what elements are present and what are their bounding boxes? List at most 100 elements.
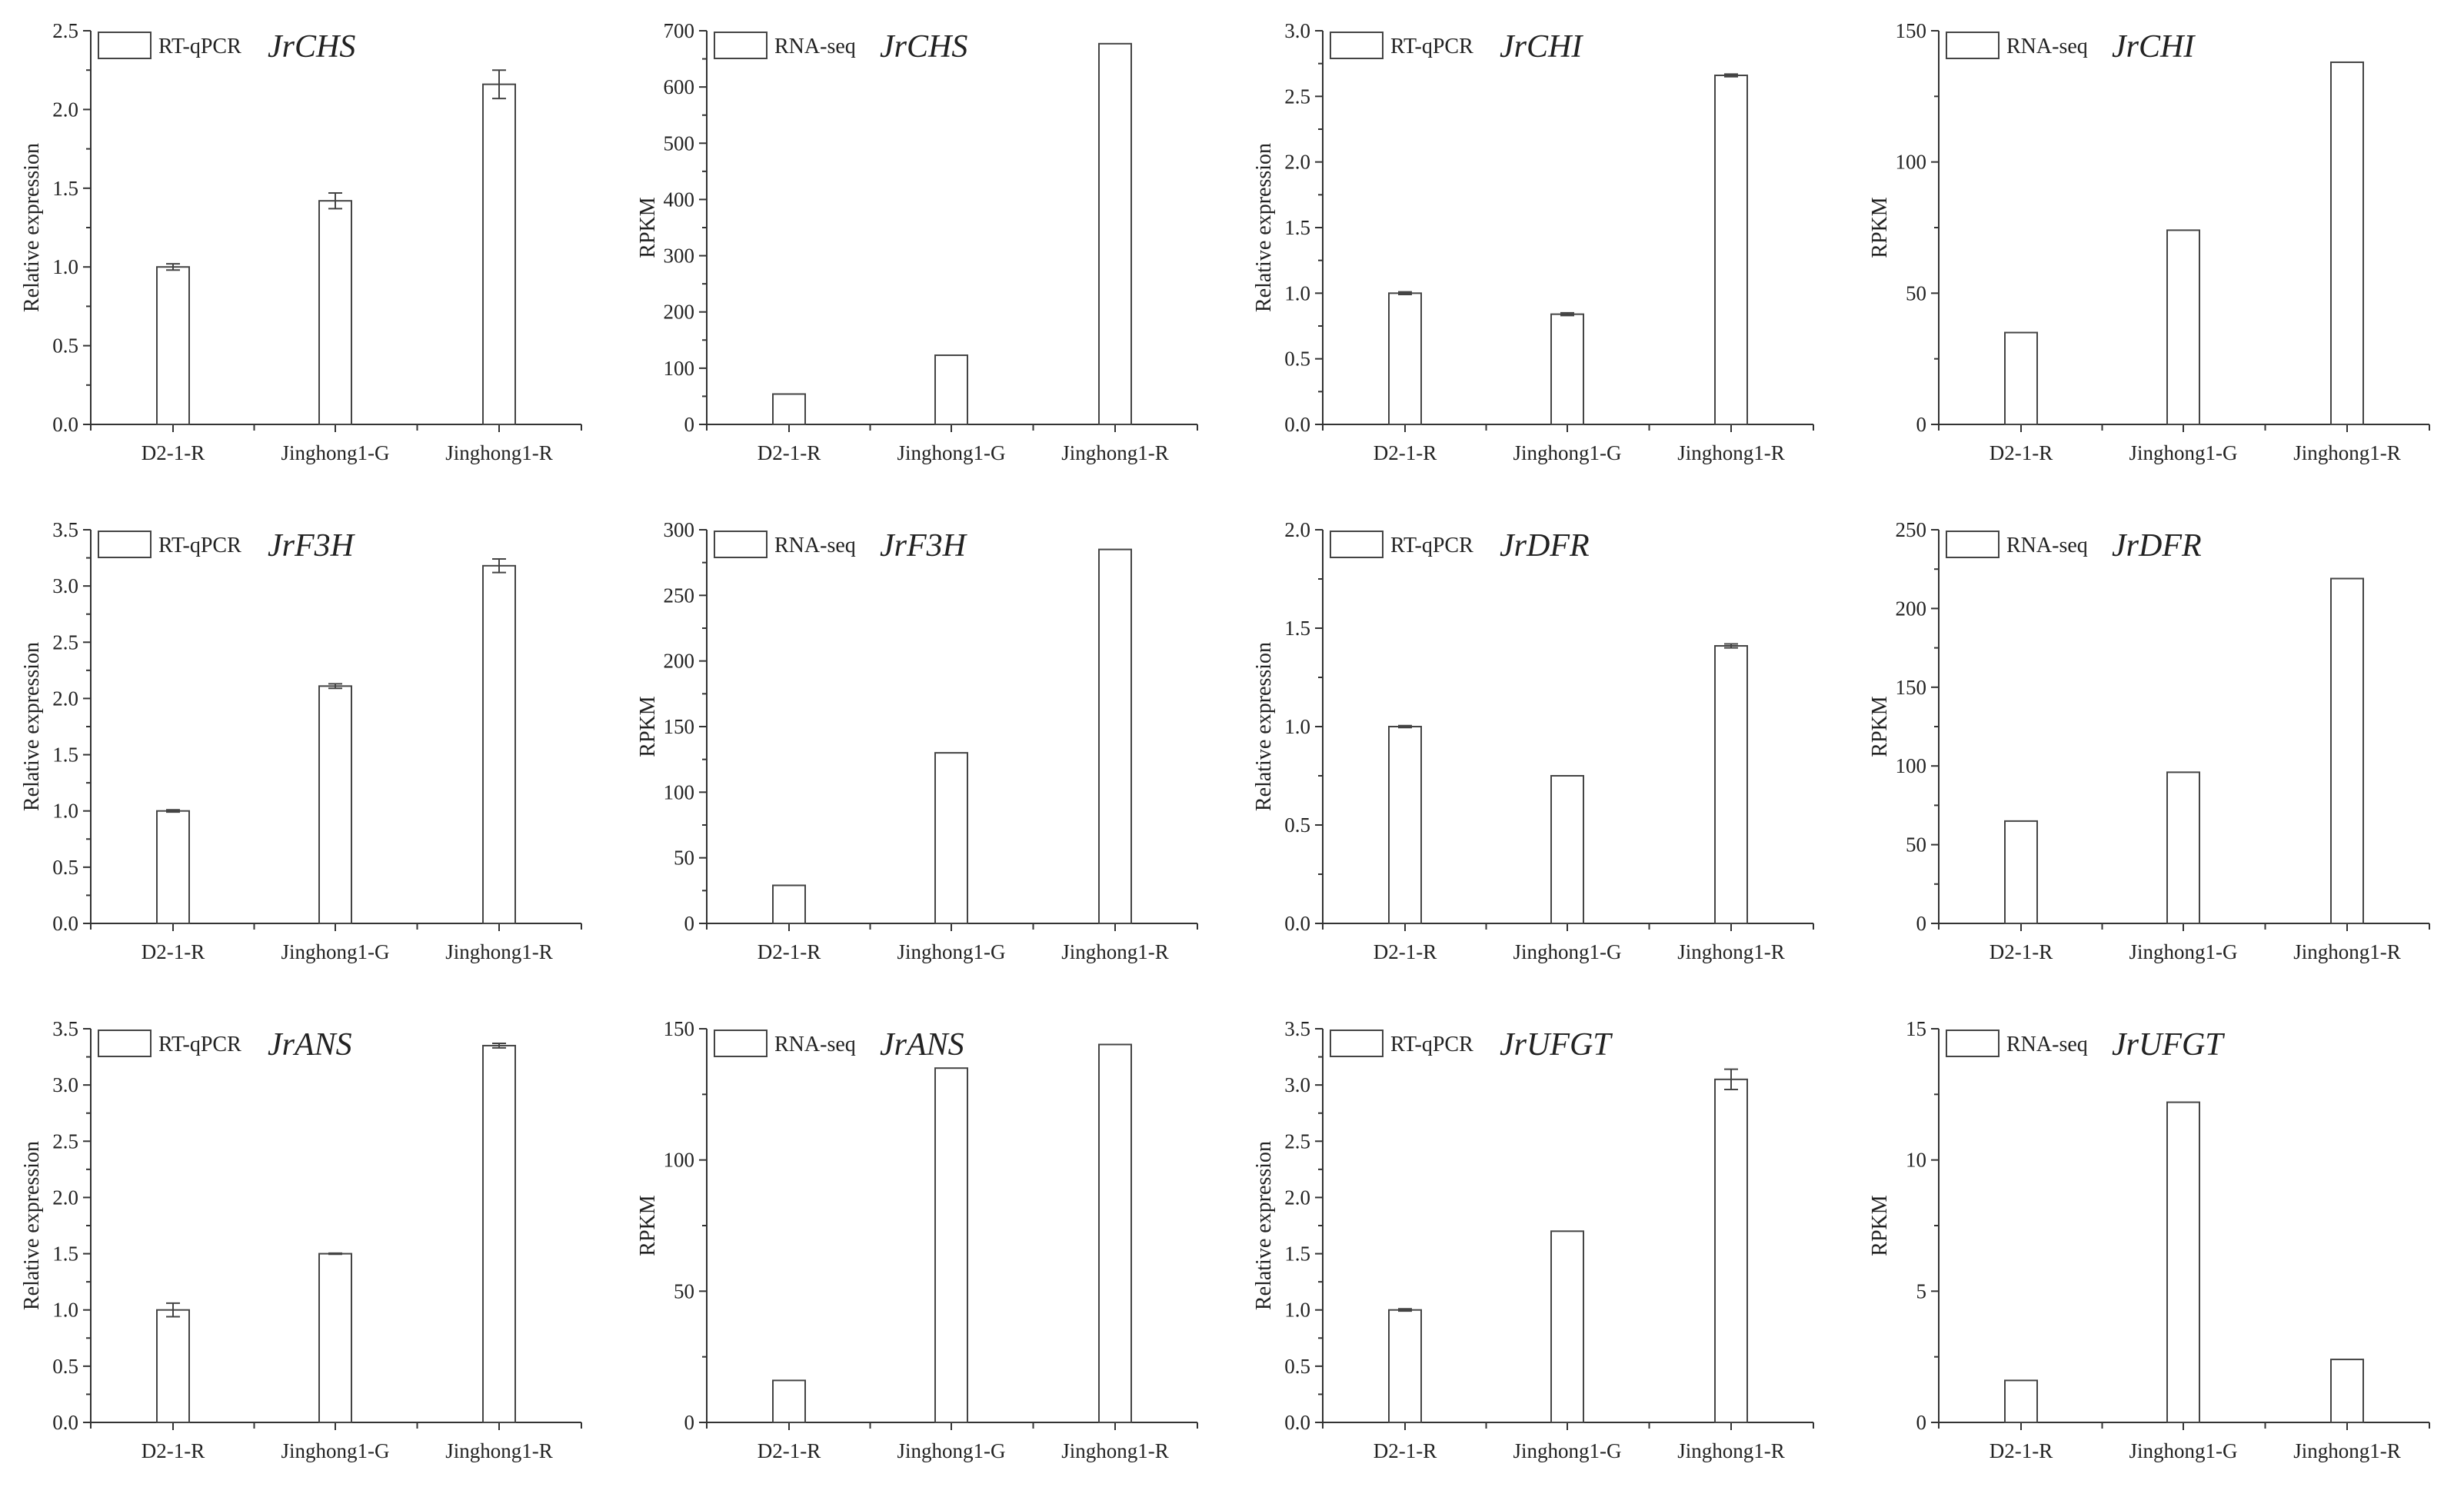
x-tick-label: Jinghong1-R (1677, 940, 1785, 963)
y-tick-label: 2.0 (1284, 151, 1310, 174)
bar-Jinghong1-G (1550, 775, 1584, 924)
y-tick-label: 1.5 (52, 1243, 78, 1266)
y-axis-title: RPKM (636, 696, 660, 757)
y-tick-label: 250 (1896, 518, 1927, 541)
legend-gene-label: JrCHS (880, 29, 967, 65)
bar-D2-1-R (772, 1379, 806, 1423)
y-tick-label: 0 (684, 912, 695, 935)
y-tick-label: 1.5 (52, 177, 78, 200)
legend-gene-label: JrF3H (268, 528, 356, 564)
x-tick-label: Jinghong1-R (1677, 441, 1785, 464)
legend-method-label: RT-qPCR (1390, 1033, 1473, 1056)
legend-swatch (98, 531, 152, 558)
y-tick-label: 3.0 (1284, 19, 1310, 42)
y-tick-label: 200 (664, 650, 695, 673)
legend-swatch (714, 32, 768, 59)
y-axis-title: Relative expression (1252, 143, 1276, 312)
y-tick-label: 0.0 (1284, 413, 1310, 436)
bar-Jinghong1-G (318, 200, 352, 425)
x-tick-label: Jinghong1-G (281, 441, 390, 464)
x-tick-label: D2-1-R (142, 441, 205, 464)
y-tick-label: 3.5 (52, 518, 78, 541)
bar-Jinghong1-R (2330, 577, 2364, 924)
y-tick-label: 100 (1896, 151, 1927, 174)
y-tick-label: 1.0 (52, 800, 78, 823)
y-tick-label: 2.5 (1284, 85, 1310, 108)
y-tick-label: 0.0 (52, 1411, 78, 1434)
bar-Jinghong1-G (2166, 1101, 2200, 1423)
bar-Jinghong1-R (482, 564, 516, 924)
bar-Jinghong1-G (318, 1252, 352, 1424)
bar-D2-1-R (2004, 331, 2038, 425)
x-tick-label: D2-1-R (1990, 441, 2053, 464)
legend-method-label: RNA-seq (774, 35, 856, 58)
x-tick-label: Jinghong1-G (281, 1439, 390, 1462)
y-tick-label: 0.5 (52, 856, 78, 879)
x-tick-label: Jinghong1-R (1061, 940, 1169, 963)
bar-D2-1-R (772, 393, 806, 426)
x-tick-label: D2-1-R (142, 940, 205, 963)
y-axis-title: Relative expression (1252, 1141, 1276, 1310)
y-tick-label: 2.0 (1284, 1186, 1310, 1209)
legend-swatch (1946, 32, 2000, 59)
y-tick-label: 0 (1916, 413, 1927, 436)
y-tick-label: 2.0 (52, 98, 78, 121)
y-tick-label: 3.5 (1284, 1017, 1310, 1040)
y-tick-label: 5 (1916, 1279, 1927, 1302)
x-tick-label: Jinghong1-R (2293, 940, 2401, 963)
y-tick-label: 15 (1906, 1017, 1926, 1040)
bar-D2-1-R (772, 884, 806, 924)
legend-method-label: RT-qPCR (1390, 35, 1473, 58)
y-tick-label: 2.5 (52, 630, 78, 654)
x-tick-label: Jinghong1-R (1061, 1439, 1169, 1462)
y-tick-label: 1.5 (1284, 216, 1310, 239)
y-tick-label: 3.0 (52, 1073, 78, 1096)
y-tick-label: 50 (1906, 281, 1926, 304)
chart-panel-e: 0.0 0.5 1.0 1.5 2.0 2.5 3.0 3.5 Relative express… (20, 518, 582, 963)
y-tick-label: 0.0 (1284, 912, 1310, 935)
bar-Jinghong1-G (934, 1067, 968, 1423)
y-tick-label: 500 (664, 131, 695, 155)
x-tick-label: Jinghong1-R (445, 441, 553, 464)
bar-Jinghong1-G (2166, 771, 2200, 924)
x-tick-label: Jinghong1-G (1513, 940, 1622, 963)
y-tick-label: 1.0 (1284, 281, 1310, 304)
y-tick-label: 200 (664, 301, 695, 324)
legend-method-label: RT-qPCR (158, 534, 241, 557)
bar-Jinghong1-R (1098, 548, 1132, 924)
y-tick-label: 150 (664, 715, 695, 738)
legend-swatch (1330, 32, 1384, 59)
y-tick-label: 100 (664, 780, 695, 803)
bar-Jinghong1-R (2330, 61, 2364, 426)
y-tick-label: 1.0 (52, 255, 78, 278)
y-tick-label: 1.0 (1284, 1299, 1310, 1322)
bar-D2-1-R (156, 266, 190, 426)
y-tick-label: 2.5 (52, 1129, 78, 1153)
y-tick-label: 0 (1916, 912, 1927, 935)
y-tick-label: 150 (1896, 676, 1927, 699)
legend-gene-label: JrF3H (880, 528, 968, 564)
legend-gene-label: JrANS (880, 1027, 964, 1063)
bar-Jinghong1-G (934, 752, 968, 924)
legend-method-label: RNA-seq (2006, 35, 2088, 58)
legend-method-label: RT-qPCR (158, 35, 241, 58)
x-tick-label: Jinghong1-G (2129, 1439, 2238, 1462)
y-tick-label: 0 (684, 413, 695, 436)
legend-gene-label: JrCHS (268, 29, 355, 65)
chart-panel-i: 0.0 0.5 1.0 1.5 2.0 2.5 3.0 3.5 Relative express… (20, 1017, 582, 1462)
y-tick-label: 1.5 (1284, 617, 1310, 640)
y-tick-label: 0.5 (1284, 813, 1310, 837)
y-tick-label: 0 (684, 1411, 695, 1434)
x-tick-label: Jinghong1-G (2129, 940, 2238, 963)
legend-gene-label: JrCHI (2112, 29, 2196, 65)
y-axis-title: RPKM (1868, 696, 1892, 757)
bar-Jinghong1-R (1714, 1078, 1748, 1423)
x-tick-label: Jinghong1-R (2293, 1439, 2401, 1462)
chart-panel-d: 0 50 100 150 RPKM D2-1-R Jinghong1-G Jinghong1-… (1868, 19, 2430, 464)
y-tick-label: 1.5 (52, 744, 78, 767)
chart-panel-a: 0.0 0.5 1.0 1.5 2.0 2.5 Relative expression D2-… (20, 19, 582, 464)
bar-Jinghong1-G (2166, 229, 2200, 425)
x-tick-label: Jinghong1-R (1061, 441, 1169, 464)
bar-D2-1-R (2004, 820, 2038, 924)
